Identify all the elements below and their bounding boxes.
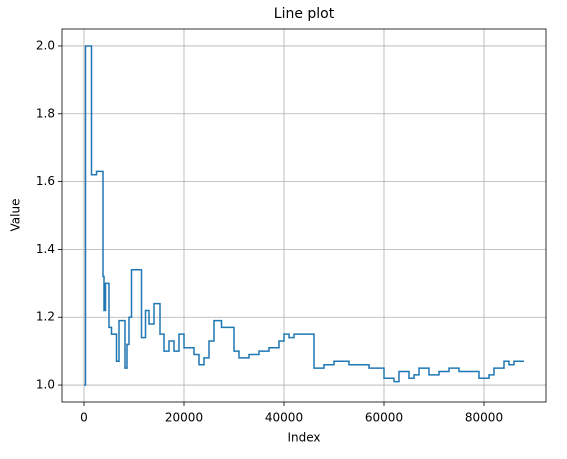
x-tick-label: 60000	[365, 411, 403, 425]
y-tick-label: 1.8	[36, 106, 55, 120]
x-tick-label: 80000	[465, 411, 503, 425]
x-tick-label: 20000	[165, 411, 203, 425]
y-tick-label: 2.0	[36, 38, 55, 52]
line	[84, 45, 524, 386]
plot-frame	[61, 28, 547, 403]
y-tick-label: 1.4	[36, 242, 55, 256]
y-tick-label: 1.6	[36, 174, 55, 188]
y-tick-label: 1.0	[36, 378, 55, 392]
x-tick-label: 0	[80, 411, 88, 425]
y-tick-label: 1.2	[36, 310, 55, 324]
x-tick-label: 40000	[265, 411, 303, 425]
x-axis-label: Index	[287, 431, 320, 445]
chart-title: Line plot	[274, 6, 335, 22]
y-axis-label: Value	[9, 199, 23, 232]
